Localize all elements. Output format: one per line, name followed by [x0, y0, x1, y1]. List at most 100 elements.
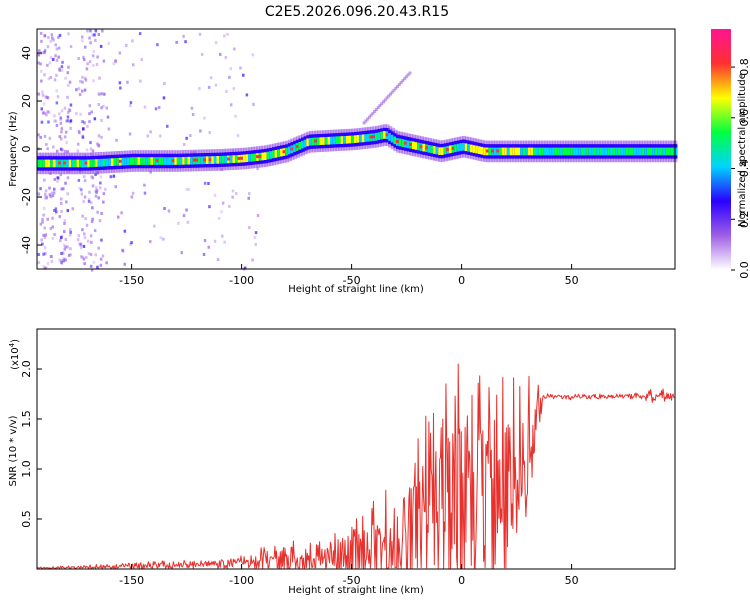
spectrogram-noise-cell: [234, 114, 237, 118]
spectrogram-noise-cell: [81, 89, 84, 93]
spectrogram-noise-cell: [63, 106, 67, 110]
spectrogram-cell-core: [459, 143, 464, 151]
spectrogram-noise-cell: [100, 238, 103, 242]
spectrogram-noise-cell: [77, 234, 81, 238]
spectrogram-noise-cell: [69, 253, 72, 257]
spectrogram-noise-cell: [53, 114, 56, 118]
spectrogram-noise-cell: [91, 184, 95, 188]
spectrogram-ytick-label: -20: [20, 188, 33, 206]
spectrogram-cell-core: [110, 158, 116, 166]
spectrogram-noise-cell: [43, 134, 47, 138]
snr-ytick-label: 2.0: [20, 360, 33, 378]
colorbar-tick-label: 0.6: [738, 109, 750, 127]
spectrogram-cell-peak: [396, 140, 401, 143]
spectrogram-noise-cell: [82, 127, 85, 131]
spectrogram-cell-core: [559, 147, 564, 156]
spectrogram-noise-cell: [102, 192, 106, 196]
spectrogram-noise-cell: [97, 103, 100, 106]
spectrogram-noise-cell: [43, 112, 47, 115]
spectrogram-noise-cell: [55, 124, 59, 127]
spectrogram-noise-cell: [231, 189, 235, 193]
spectrogram-cell-core: [150, 157, 155, 165]
spectrogram-cell-core: [330, 136, 335, 145]
spectrogram-noise-cell: [90, 175, 93, 179]
spectrogram-noise-cell: [48, 193, 52, 197]
spectrogram-cell-core: [551, 147, 556, 156]
spectrogram-cell-core: [266, 151, 271, 160]
spectrogram-noise-cell: [102, 104, 105, 108]
spectrogram-streak-cell: [397, 83, 401, 86]
spectrogram-cell-peak: [84, 161, 90, 165]
spectrogram-cell-core: [649, 147, 654, 156]
spectrogram-cell-core: [401, 139, 406, 147]
spectrogram-cell-core: [382, 131, 387, 139]
spectrogram-noise-cell: [78, 242, 81, 246]
spectrogram-noise-cell: [221, 201, 225, 205]
spectrogram-noise-cell: [156, 43, 159, 47]
spectrogram-cell-core: [607, 147, 612, 156]
spectrogram-noise-cell: [81, 214, 84, 218]
spectrogram-cell-core: [190, 156, 195, 165]
snr-panel: -150 -100 -50 0 50 0.5 1.0 1.5 2.0 Height of str…: [8, 328, 676, 596]
spectrogram-noise-cell: [203, 181, 207, 185]
spectrogram-noise-cell: [235, 192, 238, 196]
spectrogram-cell-core: [443, 146, 448, 155]
spectrogram-noise-cell: [94, 253, 97, 257]
spectrogram-noise-cell: [76, 149, 80, 153]
spectrogram-noise-cell: [236, 134, 240, 138]
spectrogram-cell-peak: [451, 146, 457, 150]
spectrogram-noise-cell: [43, 226, 46, 230]
spectrogram-noise-cell: [61, 60, 64, 64]
spectrogram-cell-core: [95, 159, 100, 167]
spectrogram-noise-cell: [58, 68, 61, 72]
spectrogram-cell-peak: [419, 145, 425, 149]
spectrogram-noise-cell: [75, 112, 78, 116]
spectrogram-cell-core: [44, 159, 50, 168]
spectrogram-cell-core: [285, 147, 290, 156]
spectrogram-cell-core: [179, 157, 184, 165]
spectrogram-noise-cell: [55, 210, 58, 214]
spectrogram-cell-core: [145, 157, 150, 165]
spectrogram-noise-cell: [78, 187, 81, 190]
spectrogram-noise-cell: [40, 39, 43, 43]
spectrogram-noise-cell: [118, 81, 122, 85]
spectrogram-cell-core: [517, 147, 522, 156]
spectrogram-noise-cell: [129, 104, 132, 107]
spectrogram-noise-cell: [46, 262, 50, 266]
spectrogram-cell-core: [448, 145, 453, 154]
spectrogram-noise-cell: [38, 49, 41, 53]
spectrogram-cell-core: [221, 155, 226, 164]
spectrogram-noise-cell: [100, 212, 103, 215]
spectrogram-noise-cell: [128, 132, 132, 136]
spectrogram-noise-cell: [154, 107, 158, 111]
spectrogram-noise-cell: [253, 236, 257, 239]
spectrogram-noise-cell: [93, 117, 97, 121]
spectrogram-noise-cell: [86, 239, 90, 243]
spectrogram-noise-cell: [114, 185, 117, 189]
spectrogram-cell-core: [633, 147, 638, 156]
spectrogram-cell-core: [512, 147, 517, 156]
spectrogram-noise-cell: [79, 242, 83, 246]
spectrogram-noise-cell: [252, 102, 255, 106]
spectrogram-noise-cell: [52, 145, 55, 149]
spectrogram-cell-core: [113, 158, 118, 166]
spectrogram-cell-core: [250, 153, 255, 162]
spectrogram-noise-cell: [226, 32, 229, 36]
spectrogram-noise-cell: [81, 39, 84, 43]
spectrogram-noise-cell: [67, 65, 70, 69]
spectrogram-noise-cell: [184, 40, 187, 44]
spectrogram-cell-core: [298, 142, 303, 150]
spectrogram-noise-cell: [100, 118, 103, 122]
spectrogram-noise-cell: [223, 34, 226, 38]
spectrogram-xlabel: Height of straight line (km): [288, 284, 424, 295]
spectrogram-cell-core: [475, 145, 480, 154]
spectrogram-cell-peak: [282, 150, 288, 154]
spectrogram-noise-cell: [84, 45, 87, 49]
spectrogram-noise-cell: [213, 239, 217, 243]
spectrogram-cell-core: [293, 144, 298, 152]
spectrogram-noise-cell: [59, 173, 63, 177]
spectrogram-noise-cell: [62, 257, 66, 261]
spectrogram-noise-cell: [59, 116, 63, 120]
spectrogram-cell-core: [464, 143, 469, 152]
spectrogram-cell-core: [430, 145, 435, 154]
